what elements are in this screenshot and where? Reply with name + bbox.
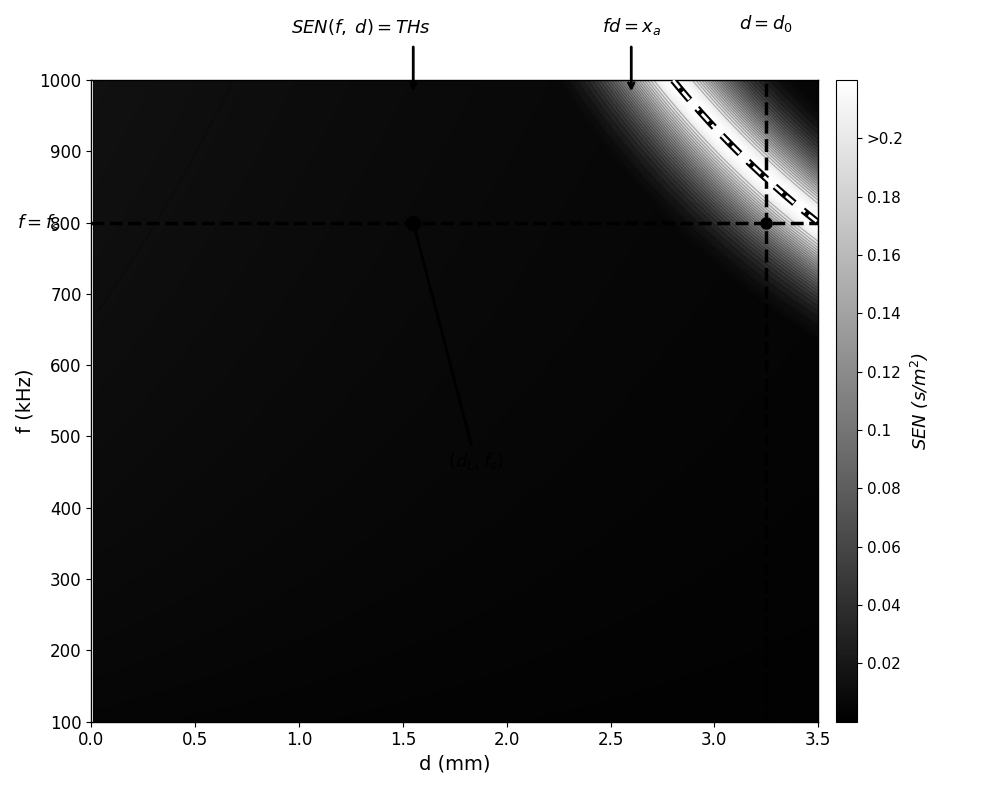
X-axis label: d (mm): d (mm) bbox=[419, 755, 491, 774]
Text: $(d_L, f_s)$: $(d_L, f_s)$ bbox=[414, 225, 504, 472]
Text: $d = d_0$: $d = d_0$ bbox=[739, 13, 793, 33]
Y-axis label: $SEN$ (s/m$^2$): $SEN$ (s/m$^2$) bbox=[909, 352, 931, 450]
Y-axis label: f (kHz): f (kHz) bbox=[15, 368, 34, 433]
Text: $f=f_s$: $f=f_s$ bbox=[17, 212, 60, 233]
Text: $SEN(f, \;  d)=THs$: $SEN(f, \; d)=THs$ bbox=[292, 17, 431, 37]
Text: $fd=x_a$: $fd=x_a$ bbox=[602, 16, 661, 37]
